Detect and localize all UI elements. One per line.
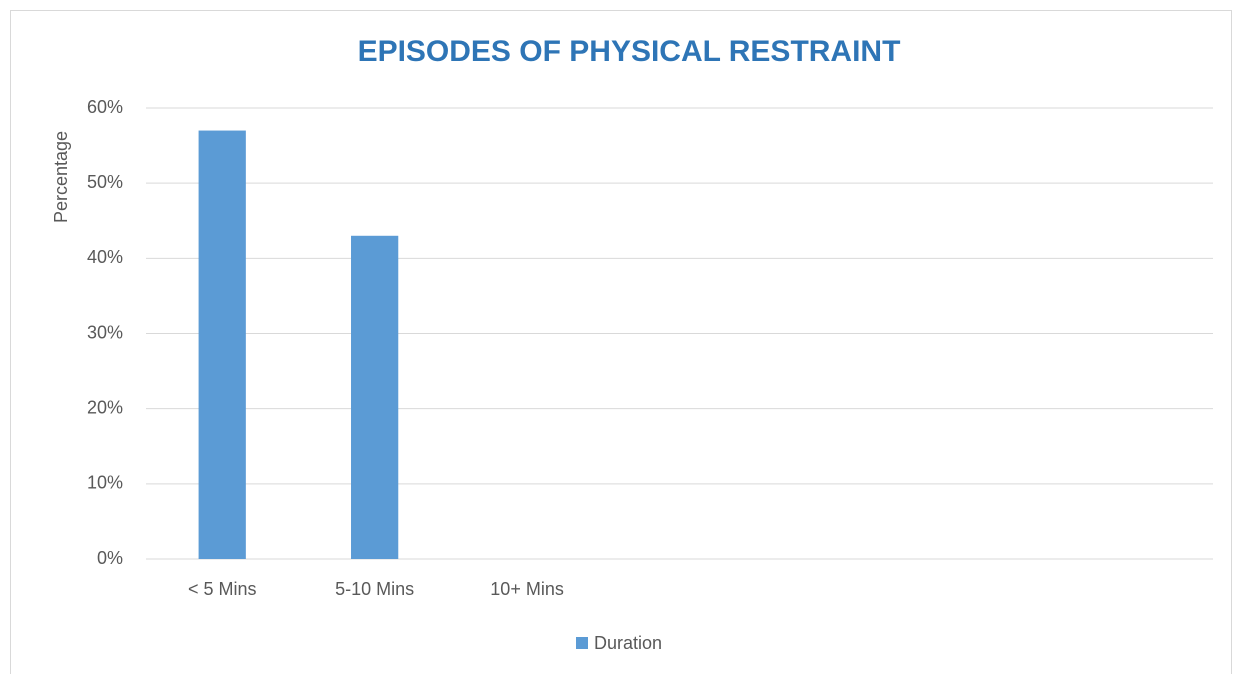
- bar: [198, 130, 246, 560]
- x-tick-label: < 5 Mins: [188, 579, 257, 599]
- chart-border: [10, 10, 1232, 674]
- y-tick-label: 0%: [97, 548, 123, 568]
- y-tick-label: 30%: [87, 322, 123, 342]
- y-axis-label: Percentage: [51, 131, 71, 223]
- x-tick-label: 5-10 Mins: [335, 579, 414, 599]
- legend-swatch: [576, 637, 588, 649]
- y-tick-label: 40%: [87, 247, 123, 267]
- legend-label: Duration: [594, 633, 662, 653]
- chart-title: EPISODES OF PHYSICAL RESTRAINT: [358, 35, 901, 68]
- y-tick-label: 60%: [87, 97, 123, 117]
- y-tick-label: 50%: [87, 172, 123, 192]
- bar: [351, 235, 399, 560]
- x-tick-label: 10+ Mins: [490, 579, 564, 599]
- y-tick-label: 20%: [87, 397, 123, 417]
- y-tick-label: 10%: [87, 473, 123, 493]
